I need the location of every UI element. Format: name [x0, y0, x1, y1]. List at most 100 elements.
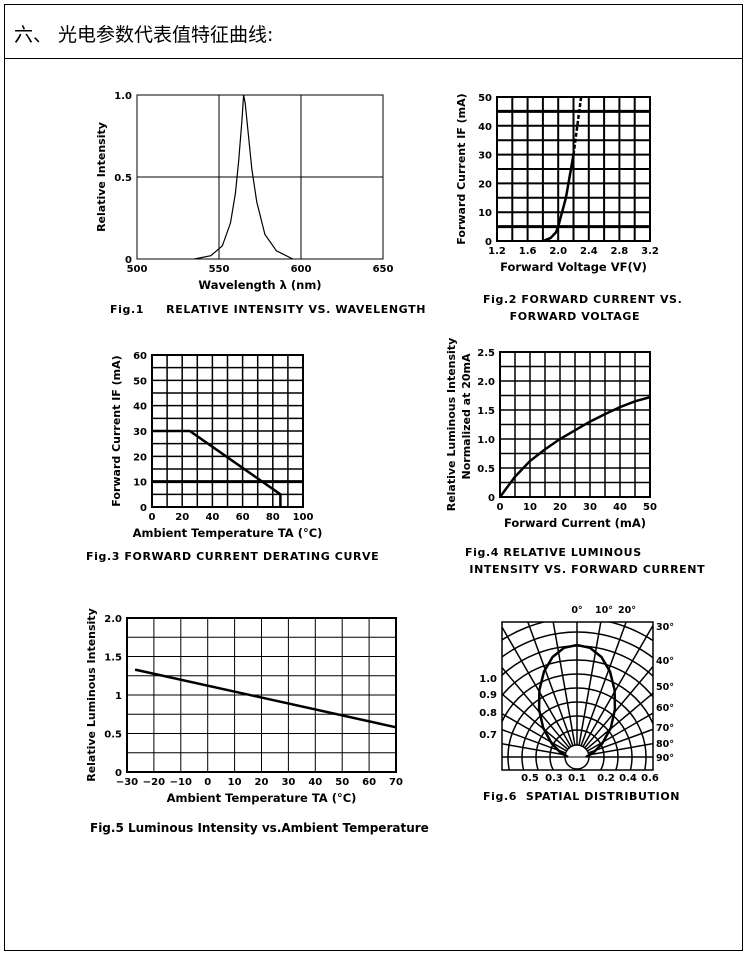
fig6-bottom-tick-label: 0.1 [568, 773, 586, 784]
fig1-y-tick-label: 0.5 [114, 173, 132, 184]
fig3-y-tick-label: 0 [140, 503, 147, 514]
fig6-angle-tick-label: 90° [656, 753, 674, 764]
fig3-y-axis-label: Forward Current IF (mA) [110, 355, 123, 506]
fig6-angle-line [588, 728, 653, 754]
fig1-x-tick-label: 500 [127, 264, 148, 275]
fig2-y-tick-label: 10 [478, 208, 492, 219]
fig4-y-tick-label: 1.5 [477, 406, 495, 417]
fig6-bottom-tick-label: 0.3 [545, 773, 563, 784]
fig6-angle-tick-label: 40° [656, 656, 674, 667]
fig6-angle-line [502, 728, 566, 754]
fig3-caption: Fig.3 FORWARD CURRENT DERATING CURVE [86, 550, 380, 563]
fig3-y-tick-label: 10 [133, 478, 147, 489]
fig6-angle-line [502, 743, 566, 756]
fig4-y-axis-label-2: Normalized at 20mA [460, 353, 473, 479]
fig5-caption: Fig.5 Luminous Intensity vs.Ambient Temp… [90, 821, 429, 835]
fig6-angle-line [587, 712, 653, 752]
fig5-y-tick-label: 0.5 [104, 730, 122, 741]
fig5-x-tick-label: 50 [335, 777, 349, 788]
fig2-y-tick-label: 50 [478, 93, 492, 104]
fig2-y-tick-label: 20 [478, 179, 492, 190]
fig1-plot-frame [136, 94, 384, 260]
fig4-y-tick-label: 1.0 [477, 435, 495, 446]
fig1-y-tick-label: 1.0 [114, 91, 132, 102]
fig5-x-tick-label: 20 [255, 777, 269, 788]
fig5-x-tick-label: −20 [143, 777, 165, 788]
fig3-x-tick-label: 40 [205, 512, 219, 523]
fig2-series-dashed [572, 96, 583, 155]
fig2-series-solid [542, 154, 575, 243]
fig5-x-tick-label: 60 [362, 777, 376, 788]
fig3-x-tick-label: 0 [149, 512, 156, 523]
fig5-series-intensity [134, 668, 397, 729]
fig5-y-tick-label: 1.5 [104, 653, 122, 664]
fig3-y-tick-label: 50 [133, 376, 147, 387]
fig1-series-intensity [194, 94, 294, 260]
fig5-y-tick-label: 2.0 [104, 614, 122, 625]
fig2-x-tick-label: 2.0 [549, 246, 567, 257]
fig6-bottom-tick-label: 0.4 [619, 773, 637, 784]
fig6-angle-tick-label: 70° [656, 723, 674, 734]
fig2-x-tick-label: 1.2 [488, 246, 506, 257]
fig1-x-axis-label: Wavelength λ (nm) [198, 278, 321, 292]
fig6-bottom-tick-label: 0.5 [521, 773, 539, 784]
fig6-bottom-tick-label: 0.2 [597, 773, 615, 784]
fig5-x-tick-label: 0 [204, 777, 211, 788]
fig6-angle-line [584, 665, 653, 749]
fig3-x-tick-label: 80 [266, 512, 280, 523]
fig1-y-axis-label: Relative Intensity [95, 122, 108, 232]
fig2-x-tick-label: 2.8 [611, 246, 629, 257]
fig5-y-tick-label: 1 [115, 691, 122, 702]
fig2-y-tick-label: 40 [478, 122, 492, 133]
fig6-series-pattern [537, 643, 617, 759]
fig1-x-tick-label: 550 [209, 264, 230, 275]
fig6-radial-tick-label: 0.7 [479, 730, 497, 741]
fig2-x-tick-label: 2.4 [580, 246, 598, 257]
fig2-x-tick-label: 3.2 [641, 246, 659, 257]
fig4-x-tick-label: 10 [523, 502, 537, 513]
fig4-y-tick-label: 2.0 [477, 377, 495, 388]
fig5-x-tick-label: 10 [228, 777, 242, 788]
fig5-y-tick-label: 0 [115, 768, 122, 779]
fig6-polar-grid [502, 622, 653, 770]
fig6-angle-tick-label: 20° [618, 605, 636, 616]
fig6-angle-tick-label: 0° [571, 605, 582, 616]
fig5-plot-frame [126, 617, 397, 773]
fig1-x-tick-label: 600 [291, 264, 312, 275]
fig3-y-tick-label: 30 [133, 427, 147, 438]
fig3-x-axis-label: Ambient Temperature TA (°C) [133, 526, 323, 540]
fig6-angle-tick-label: 80° [656, 739, 674, 750]
fig1-y-tick-label: 0 [125, 255, 132, 266]
fig6-angle-line [582, 623, 653, 747]
fig5-x-tick-label: −30 [116, 777, 138, 788]
fig5-x-tick-label: 70 [389, 777, 403, 788]
fig6-angle-tick-label: 60° [656, 703, 674, 714]
header-divider [4, 58, 742, 59]
fig4-x-tick-label: 0 [497, 502, 504, 513]
fig1-x-tick-label: 650 [373, 264, 394, 275]
fig4-x-tick-label: 30 [583, 502, 597, 513]
fig2-y-axis-label: Forward Current IF (mA) [455, 93, 468, 244]
fig6-plot-frame [501, 621, 654, 771]
fig4-y-tick-label: 0 [488, 493, 495, 504]
fig4-x-tick-label: 40 [613, 502, 627, 513]
fig6-radial-tick-label: 0.8 [479, 708, 497, 719]
fig4-series-intensity [498, 395, 651, 498]
fig5-x-axis-label: Ambient Temperature TA (°C) [167, 791, 357, 805]
fig2-y-tick-label: 0 [485, 237, 492, 248]
page-frame [4, 4, 743, 951]
fig6-angle-line [527, 622, 574, 746]
fig5-x-tick-label: 40 [308, 777, 322, 788]
fig6-angle-tick-label: 30° [656, 622, 674, 633]
fig5-x-tick-label: −10 [170, 777, 192, 788]
fig5-x-tick-label: 30 [281, 777, 295, 788]
fig5-y-axis-label: Relative Luminous Intensity [85, 608, 98, 782]
fig4-plot-frame [499, 351, 651, 498]
page-title: 六、 光电参数代表值特征曲线: [14, 24, 274, 46]
fig2-x-tick-label: 1.6 [519, 246, 537, 257]
fig4-caption: Fig.4 RELATIVE LUMINOUS INTENSITY VS. FO… [465, 546, 706, 576]
fig6-radial-tick-label: 1.0 [479, 674, 497, 685]
fig4-x-tick-label: 20 [553, 502, 567, 513]
